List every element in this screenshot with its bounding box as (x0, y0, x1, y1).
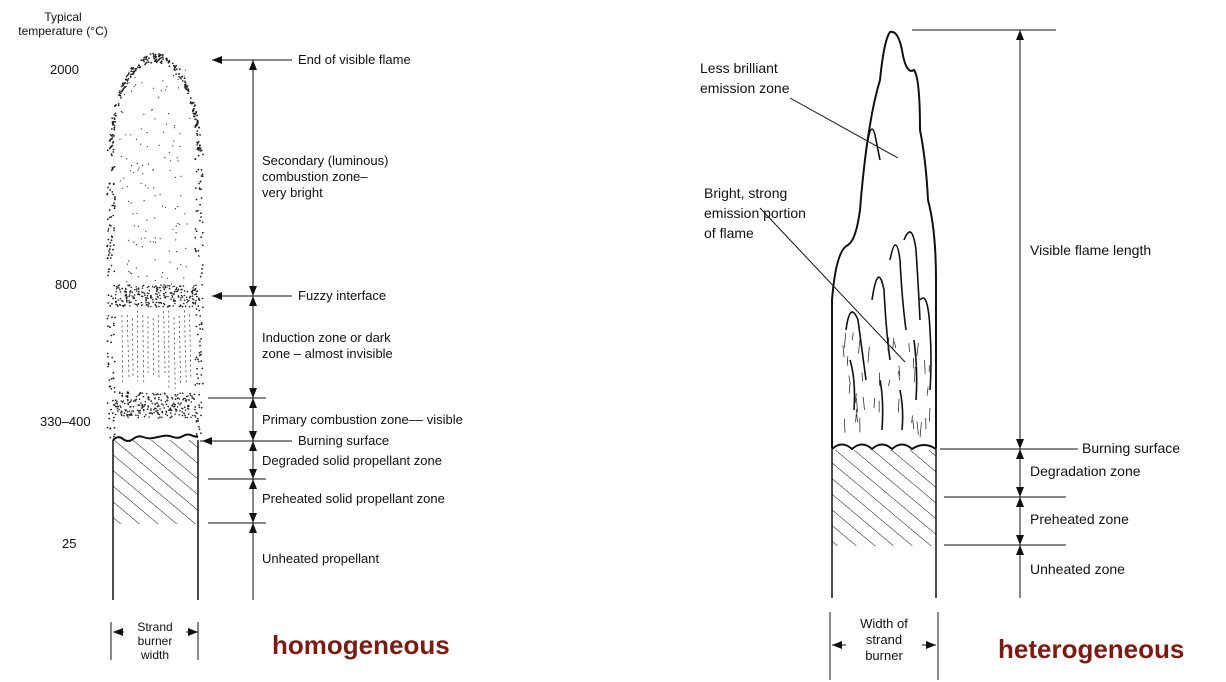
temp-330-400: 330–400 (40, 414, 91, 429)
homogeneous-strand (106, 52, 204, 600)
hatched-propellant (113, 440, 198, 524)
flame-inner-strokes (845, 128, 932, 431)
label-unheated-propellant: Unheated propellant (262, 551, 380, 566)
homogeneous-dimension-lines (110, 59, 292, 660)
label-degraded-zone: Degraded solid propellant zone (262, 453, 442, 468)
temp-2000: 2000 (50, 62, 79, 77)
heterogeneous-dimension-lines (759, 29, 1078, 680)
label-fuzzy-interface: Fuzzy interface (298, 288, 387, 303)
label-strand-width: Strand burner width (124, 620, 186, 662)
label-burning-surface-right: Burning surface (1082, 440, 1181, 456)
temp-25: 25 (62, 536, 77, 551)
label-visible-flame-length: Visible flame length (1030, 242, 1152, 258)
label-end-of-visible-flame: End of visible flame (298, 52, 411, 67)
label-burning-surface: Burning surface (298, 433, 390, 448)
label-width-of-strand-burner: Width of strand burner (846, 616, 922, 664)
label-less-brilliant: Less brilliant emission zone (700, 60, 790, 96)
caption-heterogeneous: heterogeneous (998, 634, 1185, 664)
burning-surface-line (112, 433, 199, 442)
flame-fine-strokes (842, 332, 931, 438)
burning-surface-line (831, 443, 937, 451)
label-preheated-zone-right: Preheated zone (1030, 511, 1129, 527)
hatched-propellant (832, 450, 936, 546)
caption-homogeneous: homogeneous (272, 630, 450, 660)
label-unheated-zone: Unheated zone (1030, 561, 1125, 577)
homogeneous-arrowheads (113, 56, 257, 636)
label-primary-zone: Primary combustion zone–– visible (262, 412, 463, 427)
temperature-header: Typical temperature (°C) (18, 10, 108, 38)
temp-800: 800 (55, 277, 77, 292)
flame-stipple (106, 52, 204, 439)
label-degradation-zone: Degradation zone (1030, 463, 1141, 479)
label-secondary-zone: Secondary (luminous) combustion zone– ve… (262, 153, 389, 200)
heterogeneous-strand (831, 30, 937, 598)
heterogeneous-arrowheads (832, 30, 1024, 649)
flame-outline (831, 30, 937, 448)
label-preheated-zone: Preheated solid propellant zone (262, 491, 445, 506)
label-bright-strong: Bright, strong emission portion of flame (704, 185, 806, 241)
label-induction-zone: Induction zone or dark zone – almost inv… (262, 330, 393, 361)
